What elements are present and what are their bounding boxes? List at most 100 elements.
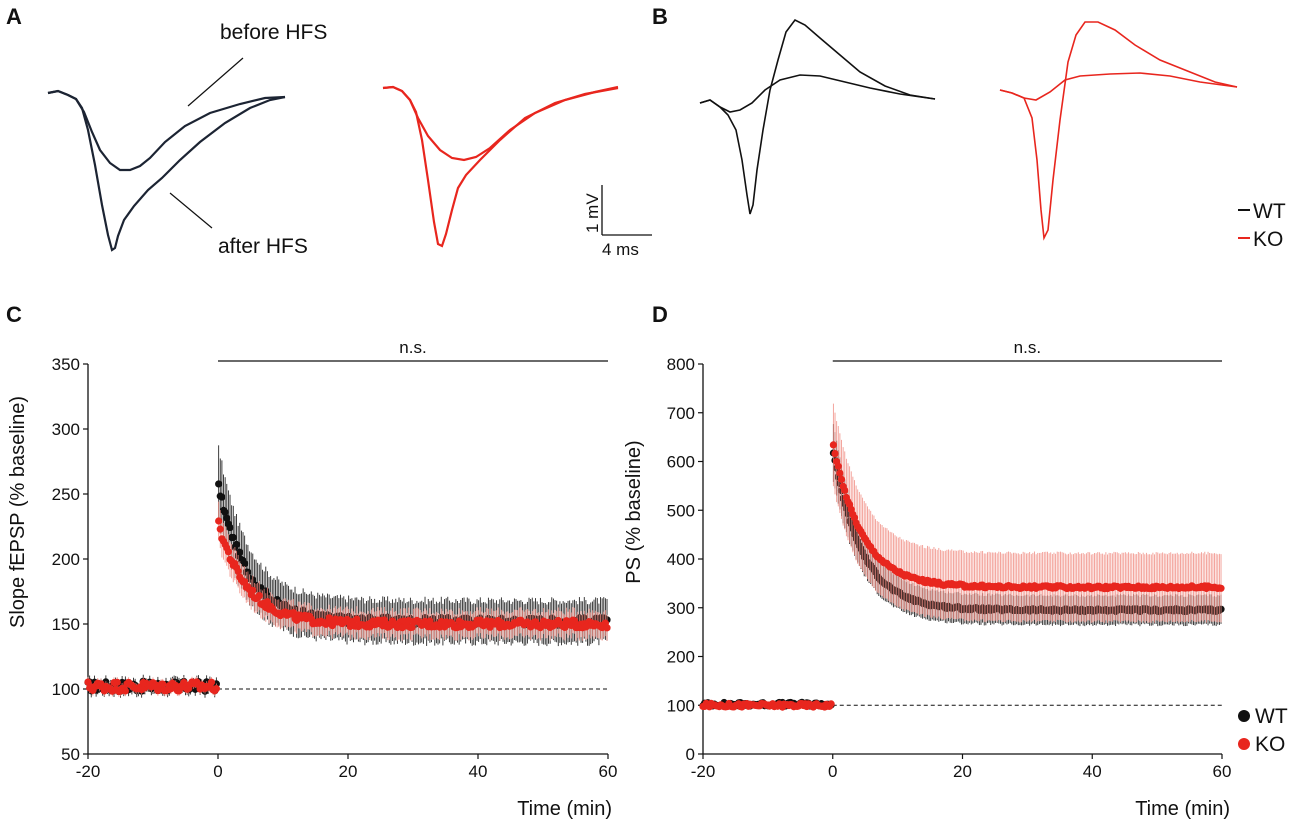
- chart-d-ytick-label: 200: [667, 648, 695, 667]
- trace-legend-ko: KO: [1253, 228, 1283, 251]
- chart-d-ytick-label: 300: [667, 599, 695, 618]
- data-point: [113, 678, 121, 686]
- chart-d-significance-label: n.s.: [1014, 338, 1041, 357]
- chart-c-ytick-label: 350: [52, 355, 80, 374]
- chart-c-ko-points: [84, 517, 611, 696]
- wt-trace-after-hfs: [47, 89, 286, 252]
- data-point: [121, 687, 129, 695]
- chart-c-ylabel: Slope fEPSP (% baseline): [7, 396, 29, 628]
- data-point: [836, 469, 844, 477]
- chart-d-ko-points: [699, 441, 1225, 711]
- chart-d-wt-points: [699, 449, 1225, 710]
- chart-c-wt-points: [84, 480, 611, 695]
- chart-c-ytick-label: 300: [52, 420, 80, 439]
- data-point: [207, 678, 216, 686]
- data-point: [226, 523, 234, 532]
- after-hfs-label: after HFS: [218, 235, 308, 258]
- panel-label-c: C: [6, 302, 22, 327]
- data-point: [831, 449, 839, 458]
- chart-c-xtick-label: 0: [213, 762, 222, 781]
- data-point: [603, 624, 611, 632]
- panel-label-a: A: [6, 4, 22, 29]
- chart-d-ko-errorbars: [702, 403, 1222, 711]
- legend-ko-marker: [1238, 738, 1250, 750]
- panel-b-traces: [699, 18, 1238, 241]
- data-point: [234, 567, 242, 575]
- data-point: [241, 560, 249, 568]
- chart-d-ytick-label: 600: [667, 453, 695, 472]
- chart-d-legend-ko: KO: [1255, 733, 1285, 756]
- data-point: [215, 480, 223, 488]
- chart-c-xtick-label: 60: [599, 762, 618, 781]
- chart-d-ytick-label: 0: [686, 745, 695, 764]
- data-point: [834, 462, 842, 470]
- chart-c-slope-fepsp: Slope fEPSP (% baseline) Time (min) 50 10…: [7, 338, 617, 820]
- wt-trace-b-small: [699, 74, 936, 113]
- data-point: [249, 586, 257, 594]
- chart-d-xtick-label: -20: [691, 762, 716, 781]
- chart-d-xtick-label: 40: [1083, 762, 1102, 781]
- chart-d-ytick-label: 500: [667, 501, 695, 520]
- data-point: [1217, 584, 1225, 592]
- scale-bar-time-label: 4 ms: [602, 240, 639, 259]
- data-point: [837, 475, 846, 483]
- data-point: [829, 441, 837, 449]
- data-point: [408, 623, 416, 631]
- data-point: [236, 548, 244, 556]
- chart-d-xtick-label: 0: [828, 762, 837, 781]
- data-point: [229, 533, 237, 542]
- chart-c-xtick-label: 20: [339, 762, 358, 781]
- ko-trace-b-large: [999, 21, 1238, 241]
- wt-trace-before-hfs: [47, 89, 286, 172]
- chart-c-significance-label: n.s.: [399, 338, 426, 357]
- chart-d-ylabel: PS (% baseline): [623, 440, 645, 583]
- data-point: [827, 700, 835, 708]
- data-point: [218, 493, 226, 501]
- data-point: [255, 591, 263, 600]
- scale-bar-voltage-label: 1 mV: [583, 193, 602, 233]
- data-point: [223, 514, 231, 522]
- chart-d-xtick-label: 20: [953, 762, 972, 781]
- ko-trace-after-hfs: [382, 85, 619, 248]
- scale-bar: 1 mV 4 ms: [583, 185, 652, 259]
- chart-c-ytick-label: 150: [52, 615, 80, 634]
- data-point: [224, 548, 232, 556]
- wt-trace-b-large: [699, 18, 936, 215]
- data-point: [353, 615, 361, 623]
- after-hfs-pointer: [169, 192, 213, 229]
- panel-a-traces: before HFS after HFS: [47, 21, 619, 258]
- data-point: [232, 540, 241, 549]
- data-point: [212, 685, 220, 693]
- chart-d-ytick-label: 800: [667, 355, 695, 374]
- data-point: [216, 525, 224, 533]
- chart-d-ps: PS (% baseline) Time (min) WT KO 0100200…: [623, 338, 1288, 820]
- chart-d-xlabel: Time (min): [1135, 798, 1230, 820]
- before-hfs-pointer: [187, 57, 244, 107]
- chart-c-ytick-label: 200: [52, 550, 80, 569]
- chart-c-xtick-label: -20: [76, 762, 101, 781]
- chart-d-legend: WT KO: [1238, 705, 1288, 756]
- data-point: [221, 508, 229, 516]
- chart-c-xtick-label: 40: [469, 762, 488, 781]
- chart-c-ytick-label: 100: [52, 680, 80, 699]
- trace-legend-wt: WT: [1253, 200, 1286, 223]
- data-point: [841, 486, 849, 494]
- chart-d-legend-wt: WT: [1255, 705, 1288, 728]
- chart-c-ytick-label: 250: [52, 485, 80, 504]
- legend-wt-marker: [1238, 710, 1250, 722]
- data-point: [84, 678, 92, 686]
- trace-legend: WT KO: [1238, 200, 1286, 251]
- chart-d-ytick-label: 400: [667, 550, 695, 569]
- chart-c-wt-errorbars: [87, 445, 608, 698]
- chart-d-ytick-label: 700: [667, 404, 695, 423]
- chart-c-xlabel: Time (min): [517, 798, 612, 820]
- chart-c-ytick-label: 50: [61, 745, 80, 764]
- chart-d-ytick-label: 100: [667, 696, 695, 715]
- data-point: [159, 680, 167, 688]
- chart-d-xtick-label: 60: [1213, 762, 1232, 781]
- before-hfs-label: before HFS: [220, 21, 327, 44]
- panel-label-d: D: [652, 302, 668, 327]
- data-point: [215, 517, 223, 525]
- panel-label-b: B: [652, 4, 668, 29]
